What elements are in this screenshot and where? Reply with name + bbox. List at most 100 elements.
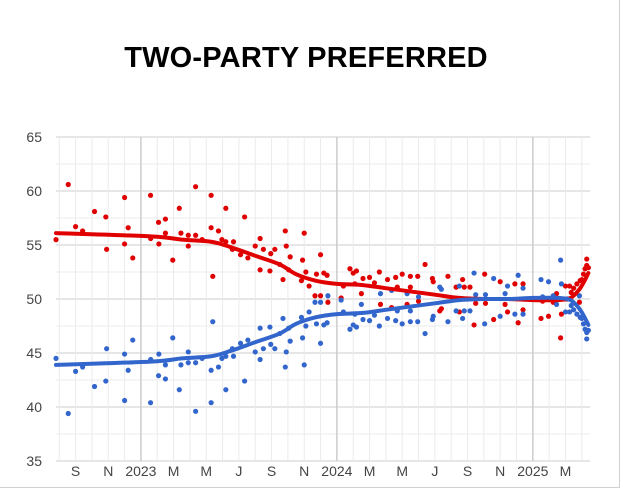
red-poll-point: [571, 285, 577, 291]
blue-poll-point: [155, 373, 162, 379]
blue-poll-point: [103, 378, 109, 384]
x-tick-label: S: [71, 463, 80, 479]
blue-poll-point: [125, 367, 131, 373]
blue-poll-point: [580, 321, 587, 327]
red-poll-point: [545, 313, 552, 319]
blue-poll-point: [558, 281, 565, 287]
red-poll-point: [585, 265, 591, 271]
red-poll-point: [257, 235, 263, 242]
red-poll-point: [312, 293, 318, 299]
red-poll-point: [584, 256, 590, 262]
red-poll-point: [317, 252, 324, 258]
red-poll-point: [407, 284, 413, 290]
red-poll-point: [283, 243, 289, 249]
red-poll-point: [219, 237, 225, 243]
blue-poll-point: [325, 293, 331, 299]
y-tick-label: 40: [26, 399, 42, 415]
blue-poll-point: [520, 311, 526, 317]
blue-poll-point: [147, 400, 154, 406]
blue-poll-point: [130, 337, 136, 343]
blue-poll-point: [360, 316, 366, 323]
blue-poll-point: [502, 291, 508, 297]
blue-poll-point: [512, 311, 518, 317]
blue-poll-point: [545, 279, 552, 285]
y-tick-label: 35: [26, 453, 42, 469]
blue-poll-point: [467, 308, 473, 314]
red-poll-point: [407, 273, 413, 279]
blue-poll-point: [257, 356, 263, 363]
red-poll-point: [242, 214, 248, 220]
blue-poll-point: [415, 294, 422, 300]
blue-poll-point: [287, 338, 293, 344]
blue-poll-point: [371, 312, 378, 318]
red-poll-point: [257, 267, 263, 273]
red-poll-point: [91, 208, 98, 215]
blue-poll-point: [456, 283, 462, 289]
red-poll-point: [185, 232, 191, 238]
red-poll-point: [193, 184, 199, 190]
red-poll-point: [147, 192, 154, 198]
red-poll-point: [53, 237, 59, 243]
red-poll-point: [104, 246, 110, 252]
blue-poll-point: [268, 341, 274, 347]
blue-poll-point: [491, 275, 497, 282]
blue-poll-point: [306, 309, 312, 315]
blue-poll-point: [538, 276, 544, 283]
blue-poll-point: [272, 346, 278, 352]
red-poll-point: [376, 269, 382, 275]
blue-poll-point: [461, 308, 467, 314]
blue-poll-point: [162, 362, 169, 368]
red-poll-point: [393, 274, 399, 280]
blue-poll-point: [298, 314, 305, 320]
red-poll-point: [562, 283, 569, 289]
blue-poll-point: [504, 283, 511, 289]
blue-poll-point: [280, 315, 286, 322]
red-poll-point: [306, 283, 312, 289]
blue-poll-point: [384, 315, 391, 322]
blue-poll-point: [257, 325, 263, 331]
red-poll-point: [360, 275, 366, 282]
red-poll-point: [353, 268, 360, 274]
y-tick-label: 45: [26, 345, 42, 361]
red-poll-point: [313, 271, 320, 277]
red-poll-point: [467, 284, 473, 290]
red-trend-line: [54, 231, 591, 303]
blue-poll-point: [301, 362, 307, 368]
x-tick-label: N: [495, 463, 505, 479]
red-poll-point: [317, 293, 324, 299]
x-tick-label: M: [200, 463, 212, 479]
blue-poll-point: [223, 387, 229, 393]
red-poll-point: [504, 309, 511, 315]
red-poll-point: [130, 255, 136, 261]
blue-poll-point: [558, 257, 564, 263]
blue-poll-point: [482, 292, 489, 298]
blue-poll-point: [324, 320, 330, 326]
red-poll-point: [568, 289, 574, 296]
blue-poll-point: [317, 340, 324, 346]
red-poll-point: [299, 257, 306, 263]
blue-poll-point: [366, 318, 373, 324]
red-poll-point: [574, 281, 580, 287]
red-poll-point: [268, 251, 274, 257]
red-poll-point: [520, 281, 526, 287]
blue-poll-point: [242, 378, 248, 384]
blue-poll-point: [210, 319, 216, 325]
red-poll-point: [237, 252, 244, 258]
blue-poll-point: [471, 270, 477, 276]
red-poll-point: [65, 181, 71, 188]
red-poll-point: [538, 315, 544, 322]
blue-poll-point: [574, 311, 580, 317]
blue-poll-point: [338, 297, 344, 303]
blue-poll-point: [72, 368, 79, 374]
y-tick-label: 50: [26, 291, 42, 307]
blue-poll-point: [208, 367, 214, 373]
blue-trend-line: [54, 295, 591, 367]
red-poll-point: [215, 228, 222, 234]
x-tick-label: M: [364, 463, 376, 479]
blue-poll-point: [399, 321, 405, 327]
red-poll-point: [121, 241, 128, 247]
red-poll-point: [162, 230, 169, 236]
blue-poll-point: [377, 291, 384, 297]
red-poll-point: [460, 276, 466, 283]
